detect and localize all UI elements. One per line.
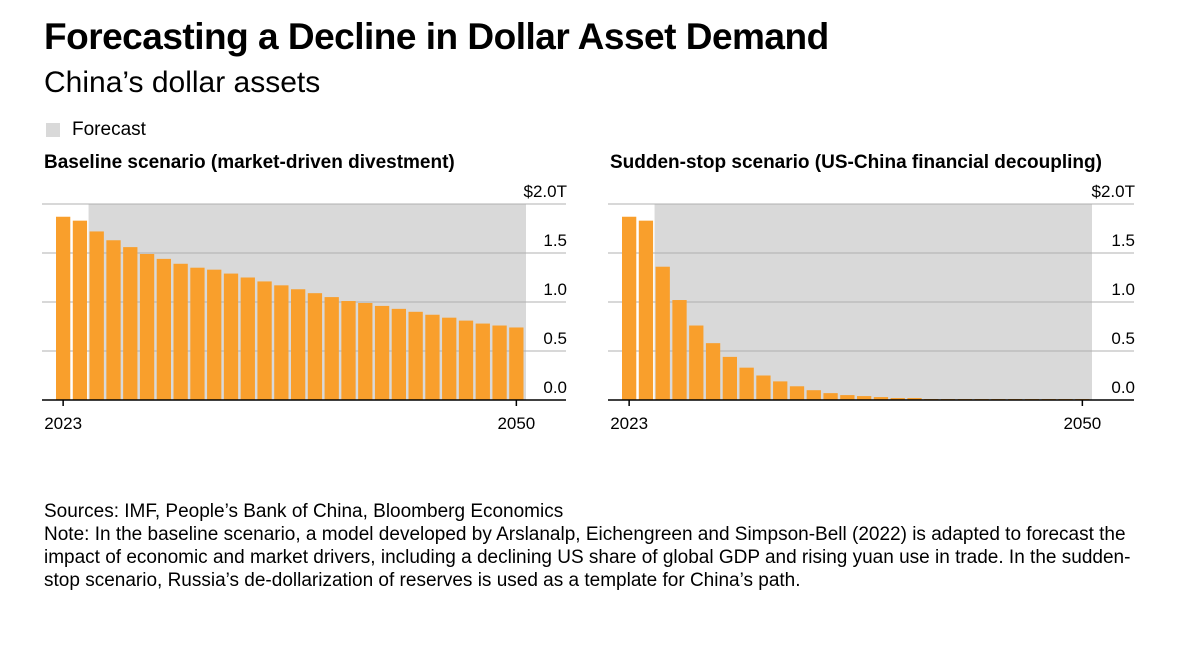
sources-text: Sources: IMF, People’s Bank of China, Bl…	[44, 501, 564, 522]
sudden-stop-bar-2029	[722, 356, 737, 400]
sudden-stop-chart: 0.0 0.5 1.0 1.5 $2.0T 2023 2050	[608, 182, 1135, 433]
sudden-stop-bar-2030	[739, 367, 754, 400]
footer: Sources: IMF, People’s Bank of China, Bl…	[44, 500, 1164, 592]
sudden-stop-x-tick-label-last: 2050	[1063, 414, 1101, 433]
baseline-bar-2028	[139, 253, 155, 400]
sudden-stop-bar-2026	[672, 300, 687, 400]
baseline-bar-2029	[156, 258, 171, 400]
baseline-y-tick-label: 0.5	[543, 329, 567, 348]
baseline-y-tick-label: 1.5	[543, 231, 567, 250]
baseline-x-tick-label-first: 2023	[44, 414, 82, 433]
legend-swatch-forecast	[46, 123, 60, 137]
sudden-stop-bar-2031	[756, 375, 771, 400]
legend: Forecast	[46, 119, 146, 141]
sudden-stop-bar-2028	[705, 343, 721, 400]
baseline-bar-2026	[106, 240, 121, 400]
baseline-bar-2034	[240, 277, 255, 400]
baseline-x-tick-label-last: 2050	[497, 414, 535, 433]
sudden-stop-y-tick-label: 0.5	[1111, 329, 1135, 348]
legend-label-forecast: Forecast	[72, 119, 146, 140]
baseline-bar-2031	[190, 267, 205, 400]
baseline-y-tick-label: 0.0	[543, 378, 567, 397]
baseline-bar-2049	[492, 325, 507, 400]
baseline-bar-2027	[123, 247, 138, 400]
sudden-stop-y-tick-label: 1.0	[1111, 280, 1135, 299]
baseline-bar-2030	[173, 263, 188, 400]
sudden-stop-bar-2033	[789, 386, 805, 400]
baseline-bar-2047	[458, 320, 474, 400]
baseline-bar-2039	[324, 297, 339, 400]
baseline-bar-2023	[56, 216, 71, 400]
baseline-bar-2050	[509, 327, 524, 400]
baseline-bar-2046	[442, 317, 457, 400]
baseline-bar-2038	[307, 293, 323, 400]
baseline-bar-2035	[257, 281, 272, 400]
sudden-stop-bar-2023	[622, 216, 637, 400]
baseline-y-tick-label: 1.0	[543, 280, 567, 299]
sudden-stop-bar-2038	[873, 397, 889, 400]
baseline-bar-2040	[341, 301, 356, 400]
chart-title: Forecasting a Decline in Dollar Asset De…	[44, 16, 829, 57]
baseline-bar-2033	[223, 273, 239, 400]
sudden-stop-x-tick-label-first: 2023	[610, 414, 648, 433]
sudden-stop-bar-2037	[857, 396, 872, 400]
sudden-stop-bar-2040	[907, 398, 922, 400]
baseline-bar-2045	[425, 314, 440, 400]
baseline-bar-2044	[408, 311, 423, 400]
sudden-stop-panel-title: Sudden-stop scenario (US-China financial…	[610, 152, 1102, 173]
sudden-stop-bar-2027	[689, 325, 704, 400]
baseline-bar-2036	[274, 285, 289, 400]
sudden-stop-bar-2035	[823, 393, 838, 400]
note-text: Note: In the baseline scenario, a model …	[44, 524, 1131, 591]
sudden-stop-bar-2032	[773, 381, 788, 400]
sudden-stop-y-tick-label: 1.5	[1111, 231, 1135, 250]
baseline-bar-2024	[72, 220, 88, 400]
baseline-bar-2037	[291, 289, 306, 400]
sudden-stop-bar-2024	[638, 220, 654, 400]
baseline-bar-2042	[374, 305, 390, 400]
baseline-y-tick-label: $2.0T	[524, 182, 567, 201]
baseline-bar-2041	[358, 302, 373, 400]
sudden-stop-bar-2036	[840, 395, 855, 400]
sudden-stop-bar-2039	[890, 398, 905, 400]
baseline-bar-2048	[475, 323, 490, 400]
chart-subtitle: China’s dollar assets	[44, 66, 321, 99]
sudden-stop-bar-2025	[655, 266, 670, 400]
baseline-panel-title: Baseline scenario (market-driven divestm…	[44, 152, 455, 173]
sudden-stop-y-tick-label: 0.0	[1111, 378, 1135, 397]
baseline-bar-2043	[391, 308, 406, 400]
sudden-stop-bar-2034	[806, 390, 821, 400]
baseline-chart: 0.0 0.5 1.0 1.5 $2.0T 2023 2050	[42, 182, 567, 433]
sudden-stop-y-tick-label: $2.0T	[1092, 182, 1135, 201]
baseline-bar-2025	[89, 231, 104, 400]
baseline-bar-2032	[207, 269, 222, 400]
